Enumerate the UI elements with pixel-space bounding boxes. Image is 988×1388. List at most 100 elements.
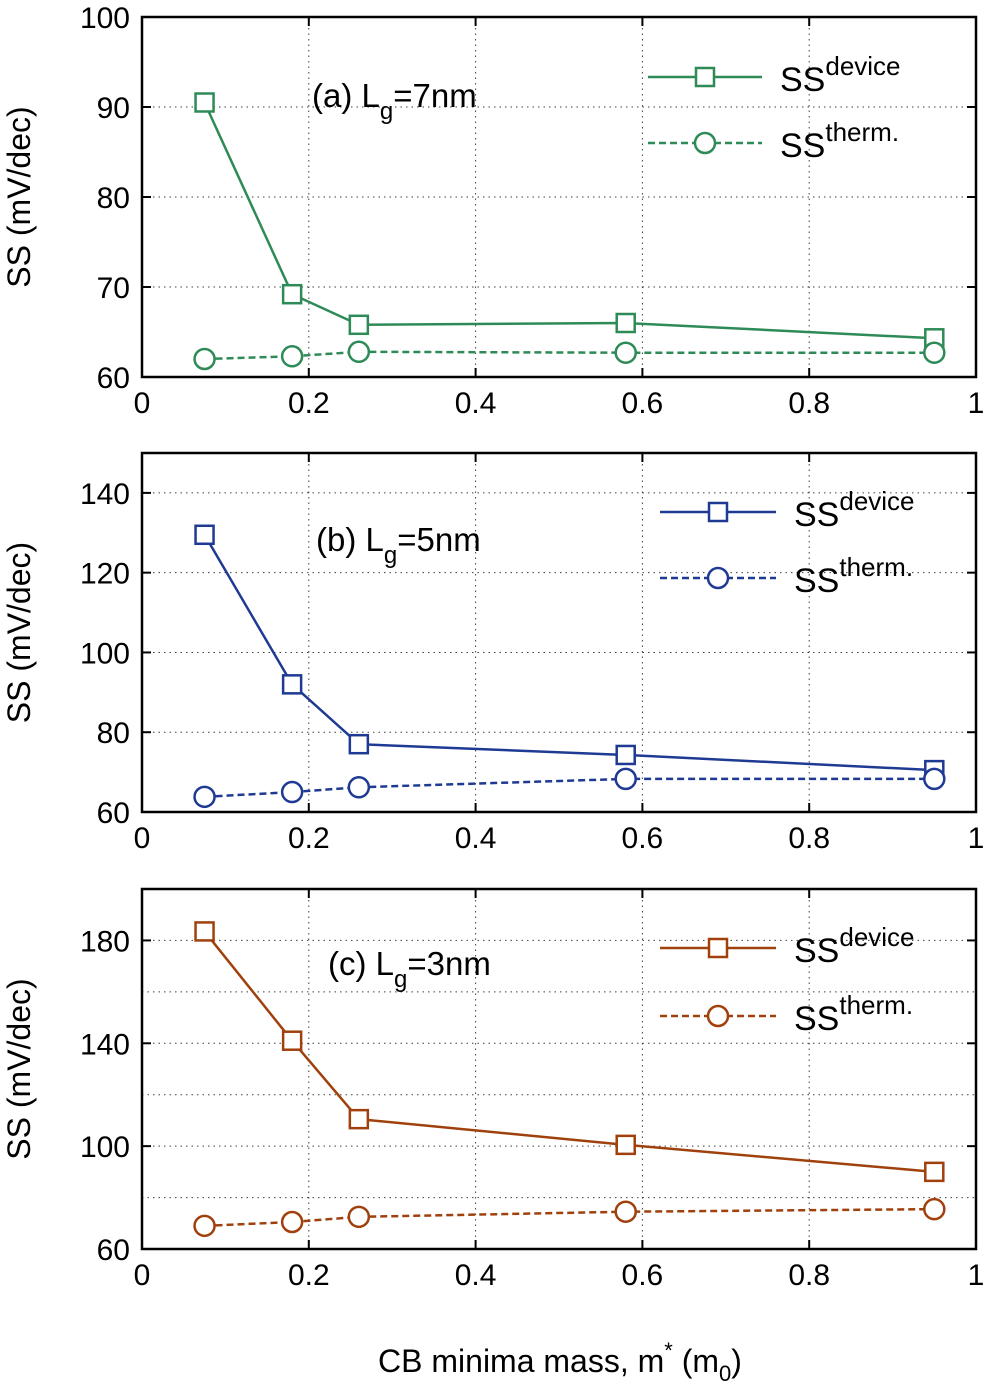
legend-entry-sup: therm. (839, 552, 913, 582)
legend-entry-sup: device (839, 922, 914, 952)
y-axis-label: SS (mV/dec) (1, 106, 37, 287)
panel-annotation-label: (b) L (316, 521, 384, 558)
x-axis-title-main: CB minima mass, m (378, 1343, 664, 1379)
data-point-device-3 (615, 312, 636, 334)
x-tick-label-3: 0.6 (622, 387, 664, 420)
panel-annotation-sub: g (380, 98, 393, 125)
legend-marker-1 (706, 566, 730, 590)
legend-marker-1 (693, 131, 717, 155)
y-tick-label-1: 100 (80, 1131, 130, 1164)
data-point-device-2 (348, 1108, 370, 1130)
data-point-thermal-4 (923, 1197, 946, 1221)
data-point-device-0 (194, 524, 215, 546)
x-tick-label-0: 0 (134, 822, 151, 855)
panel-c: 0 0.2 0.4 0.6 0.8 1 60 100 140 180 SS (mV/dec) (c) … (1, 887, 984, 1292)
data-point-device-0 (194, 92, 215, 113)
panel-annotation-label: (c) L (328, 945, 394, 982)
x-tick-label-1: 0.2 (288, 1259, 330, 1292)
panel-annotation-label: (a) L (312, 77, 380, 114)
y-tick-label-0: 60 (97, 362, 130, 395)
legend-entry-name: SS (794, 562, 839, 600)
y-tick-label-0: 60 (97, 797, 130, 830)
x-tick-label-4: 0.8 (788, 822, 830, 855)
legend-entry-1: SStherm. (794, 552, 913, 600)
x-tick-label-4: 0.8 (788, 387, 830, 420)
legend-entry-1: SStherm. (780, 117, 899, 165)
x-tick-label-5: 1 (968, 387, 985, 420)
data-point-device-4 (924, 1161, 945, 1183)
legend-entry-name: SS (780, 127, 825, 165)
legend-entry-name: SS (794, 932, 839, 970)
panel-annotation: (c) Lg=3nm (328, 945, 491, 993)
x-tick-label-3: 0.6 (622, 1259, 664, 1292)
data-point-device-2 (348, 314, 370, 336)
legend-entry-sup: therm. (839, 990, 913, 1020)
data-point-thermal-2 (347, 776, 371, 799)
data-point-thermal-3 (614, 1200, 637, 1223)
x-tick-label-0: 0 (134, 1259, 151, 1292)
y-tick-label-2: 80 (97, 182, 130, 215)
y-tick-label-2: 140 (80, 1028, 130, 1061)
legend-entry-0: SSdevice (780, 51, 901, 99)
series-line-thermal (204, 1207, 935, 1228)
data-point-thermal-1 (280, 780, 304, 804)
y-tick-label-3: 180 (80, 925, 130, 958)
data-point-thermal-4 (923, 341, 946, 364)
panel-annotation: (a) Lg=7nm (312, 77, 477, 125)
legend-marker-0 (707, 937, 729, 959)
y-tick-label-2: 100 (80, 637, 130, 670)
y-tick-label-4: 140 (80, 478, 130, 511)
data-point-device-0 (194, 921, 215, 942)
data-point-device-2 (348, 733, 370, 755)
data-point-device-1 (281, 283, 303, 305)
data-point-thermal-2 (347, 340, 371, 364)
data-point-thermal-3 (614, 341, 637, 364)
y-axis-label: SS (mV/dec) (1, 542, 37, 723)
x-axis-title-paren-open: (m (673, 1343, 719, 1379)
x-tick-label-3: 0.6 (622, 822, 664, 855)
legend-entry-name: SS (794, 496, 839, 534)
data-point-device-1 (281, 1030, 303, 1051)
x-axis-title-paren-close: ) (731, 1343, 742, 1379)
legend-entry-sup: therm. (825, 117, 899, 147)
data-point-thermal-0 (193, 785, 216, 809)
legend-entry-1: SStherm. (794, 990, 913, 1038)
axes-box (140, 887, 978, 1251)
panel-annotation: (b) Lg=5nm (316, 521, 481, 569)
legend-marker-0 (707, 501, 729, 523)
panel-annotation-value: =3nm (407, 945, 490, 982)
y-tick-label-1: 80 (97, 717, 130, 750)
series-line-thermal (204, 350, 935, 361)
x-axis-title: CB minima mass, m* (m0) (378, 1338, 742, 1386)
y-tick-label-0: 60 (97, 1234, 130, 1267)
legend-entry-sup: device (825, 51, 900, 81)
y-tick-label-4: 100 (80, 2, 130, 35)
legend-entry-sup: device (839, 486, 914, 516)
panel-annotation-sub: g (394, 966, 407, 993)
y-tick-label-3: 90 (97, 92, 130, 125)
data-point-thermal-1 (280, 1210, 304, 1234)
x-tick-label-1: 0.2 (288, 822, 330, 855)
x-axis-title-sup: * (664, 1338, 673, 1363)
data-point-device-3 (615, 744, 636, 766)
data-point-thermal-0 (193, 347, 216, 371)
data-point-thermal-2 (347, 1205, 371, 1229)
panel-a: 0 0.2 0.4 0.6 0.8 1 60 70 80 90 100 SS (mV/dec) (a) … (1, 2, 984, 420)
data-point-thermal-3 (614, 767, 637, 791)
x-tick-label-2: 0.4 (455, 387, 497, 420)
data-point-thermal-1 (280, 345, 304, 368)
panel-annotation-value: =5nm (397, 521, 480, 558)
panel-annotation-value: =7nm (393, 77, 476, 114)
legend-marker-1 (706, 1004, 730, 1028)
x-axis-title-sub: 0 (719, 1361, 731, 1386)
legend-entry-name: SS (794, 1000, 839, 1038)
x-tick-label-0: 0 (134, 387, 151, 420)
legend-entry-name: SS (780, 61, 825, 99)
legend-marker-0 (694, 66, 716, 88)
panel-annotation-sub: g (384, 542, 397, 569)
data-point-thermal-0 (193, 1214, 216, 1238)
axes-box (140, 451, 978, 814)
